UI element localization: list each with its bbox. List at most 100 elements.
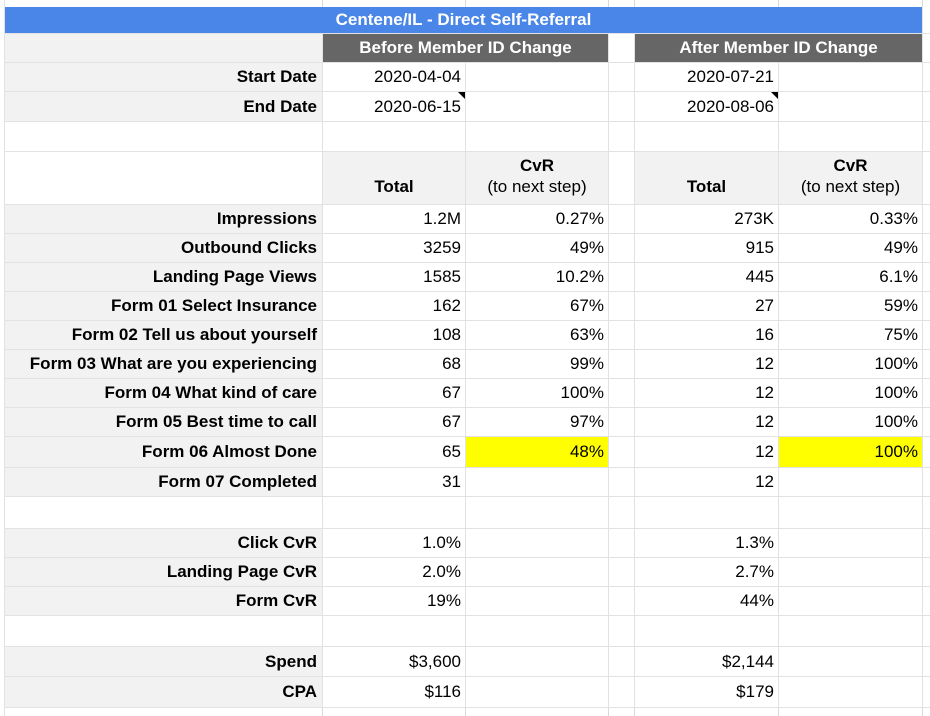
cell-label[interactable]: Form 05 Best time to call [5,408,323,436]
cell-after-cvr[interactable] [779,497,923,528]
after-cvr-header-cell[interactable]: CvR (to next step) [779,152,923,204]
cell-spacer[interactable] [609,437,635,467]
cell-spacer[interactable] [609,677,635,707]
cell-label[interactable]: Landing Page CvR [5,558,323,586]
before-cvr-header-cell[interactable]: CvR (to next step) [466,152,609,204]
cell-before-total[interactable]: 67 [323,379,466,407]
cell-after-total[interactable]: $179 [635,677,779,707]
cell-after-total[interactable]: 2.7% [635,558,779,586]
cell-after-total[interactable]: 27 [635,292,779,320]
cell-after-total[interactable]: 12 [635,468,779,496]
cell-label[interactable]: Spend [5,647,323,676]
cell-after-total[interactable]: $2,144 [635,647,779,676]
cell-after-cvr[interactable] [779,587,923,615]
cell-before-total[interactable]: 68 [323,350,466,378]
cell-before-total[interactable]: 65 [323,437,466,467]
cell-label[interactable] [5,122,323,151]
cell-before-total[interactable]: 162 [323,292,466,320]
cell-spacer[interactable] [609,263,635,291]
cell-after-total[interactable] [635,497,779,528]
cell-spacer[interactable] [609,379,635,407]
cell-after-total[interactable]: 44% [635,587,779,615]
cell-after-cvr[interactable]: 59% [779,292,923,320]
cell-after-total[interactable] [635,122,779,151]
cell-after-total[interactable] [635,616,779,646]
cell-after-cvr[interactable] [779,558,923,586]
cell-before-total[interactable]: 67 [323,408,466,436]
cell-after-cvr-highlighted[interactable]: 100% [779,437,923,467]
cell-after-cvr[interactable]: 100% [779,408,923,436]
cell-before-cvr[interactable] [466,497,609,528]
cell-spacer[interactable] [609,152,635,204]
cell-label[interactable]: Impressions [5,205,323,233]
cell-before-total[interactable]: 1585 [323,263,466,291]
cell-before-cvr[interactable]: 63% [466,321,609,349]
cell-before-cvr[interactable]: 99% [466,350,609,378]
cell-before-cvr-highlighted[interactable]: 48% [466,437,609,467]
cell-spacer[interactable] [609,468,635,496]
cell-before-cvr[interactable]: 67% [466,292,609,320]
before-total-header-cell[interactable]: Total [323,152,466,204]
cell-after-cvr[interactable] [779,647,923,676]
after-total-header-cell[interactable]: Total [635,152,779,204]
cell-before-cvr[interactable] [466,647,609,676]
cell-before-cvr[interactable]: 97% [466,408,609,436]
cell-after-total[interactable]: 12 [635,437,779,467]
cell-before-cvr[interactable] [466,122,609,151]
cell-before-total[interactable]: 2020-06-15 [323,92,466,121]
cell-after-total[interactable]: 2020-07-21 [635,63,779,91]
cell-label[interactable]: CPA [5,677,323,707]
cell-spacer[interactable] [609,292,635,320]
cell-before-total[interactable]: 1.2M [323,205,466,233]
cell-before-total[interactable] [323,122,466,151]
sheet-title-cell[interactable]: Centene/IL - Direct Self-Referral [5,7,923,33]
cell-before-cvr[interactable]: 49% [466,234,609,262]
cell-spacer[interactable] [609,321,635,349]
cell-after-cvr[interactable] [779,63,923,91]
cell-before-total[interactable]: 3259 [323,234,466,262]
cell-after-cvr[interactable]: 49% [779,234,923,262]
cell-spacer[interactable] [609,558,635,586]
cell-after-cvr[interactable] [779,529,923,557]
cell-after-total[interactable]: 445 [635,263,779,291]
cell-after-cvr[interactable] [779,468,923,496]
cell-before-total[interactable] [323,497,466,528]
cell-spacer[interactable] [609,529,635,557]
cell-after-cvr[interactable] [779,677,923,707]
cell-before-cvr[interactable] [466,92,609,121]
cell-after-cvr[interactable] [779,616,923,646]
cell-label[interactable] [5,616,323,646]
cell-label[interactable]: Start Date [5,63,323,91]
cell-spacer[interactable] [609,350,635,378]
cell-spacer[interactable] [609,92,635,121]
cell-spacer[interactable] [609,647,635,676]
cell-label[interactable]: Landing Page Views [5,263,323,291]
cell-label[interactable]: Form 04 What kind of care [5,379,323,407]
cell-spacer[interactable] [609,234,635,262]
cell-before-total[interactable]: 2020-04-04 [323,63,466,91]
cell-label[interactable]: Form CvR [5,587,323,615]
cell-before-total[interactable]: 31 [323,468,466,496]
cell-spacer[interactable] [609,616,635,646]
cell-after-cvr[interactable]: 6.1% [779,263,923,291]
cell-before-cvr[interactable] [466,587,609,615]
cell-after-total[interactable]: 915 [635,234,779,262]
cell-before-cvr[interactable] [466,558,609,586]
cell-label[interactable]: Form 06 Almost Done [5,437,323,467]
cell-after-total[interactable]: 273K [635,205,779,233]
cell-after-total[interactable]: 1.3% [635,529,779,557]
cell-before-cvr[interactable]: 100% [466,379,609,407]
cell-before-total[interactable]: 108 [323,321,466,349]
cell-label[interactable]: Form 01 Select Insurance [5,292,323,320]
cell-after-total[interactable]: 12 [635,408,779,436]
cell-before-cvr[interactable] [466,677,609,707]
cell-spacer[interactable] [609,497,635,528]
cell-spacer[interactable] [609,587,635,615]
cell-after-cvr[interactable]: 75% [779,321,923,349]
cell-after-cvr[interactable]: 100% [779,350,923,378]
cell-before-cvr[interactable]: 0.27% [466,205,609,233]
cell-after-cvr[interactable]: 100% [779,379,923,407]
cell-label[interactable]: Form 02 Tell us about yourself [5,321,323,349]
cell-before-total[interactable] [323,616,466,646]
after-section-header-cell[interactable]: After Member ID Change [635,34,923,62]
